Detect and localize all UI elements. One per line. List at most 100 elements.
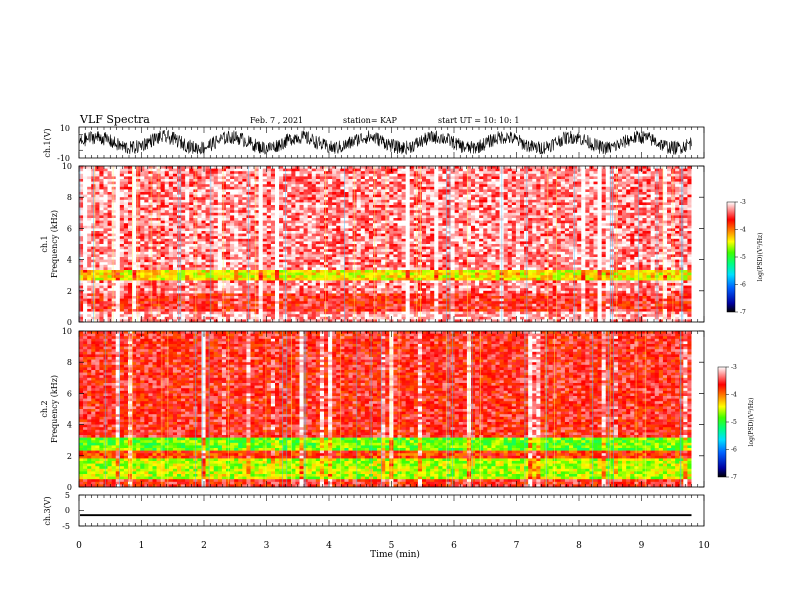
spectrogram-cell — [218, 223, 222, 226]
spectrogram-cell — [242, 270, 246, 273]
spectrogram-cell — [361, 213, 365, 216]
spectrogram-cell — [230, 309, 234, 312]
spectrogram-cell — [197, 189, 201, 192]
spectrogram-cell — [124, 257, 128, 260]
spectrogram-cell — [324, 166, 328, 169]
spectrogram-cell — [108, 273, 112, 276]
spectrogram-cell — [300, 312, 304, 315]
spectrogram-cell — [373, 176, 377, 179]
spectrogram-cell — [161, 265, 165, 268]
spectrogram-cell — [218, 182, 222, 185]
spectrogram-cell — [361, 275, 365, 278]
spectrogram-cell — [328, 189, 332, 192]
spectrogram-cell — [304, 288, 308, 291]
spectrogram-cell — [263, 184, 267, 187]
spectrogram-cell — [267, 291, 271, 294]
spectrogram-cell — [357, 205, 361, 208]
spectrogram-cell — [202, 293, 206, 296]
spectrogram-cell — [287, 244, 291, 247]
spectrogram-cell — [381, 197, 385, 200]
spectrogram-cell — [173, 278, 177, 281]
spectrogram-cell — [226, 239, 230, 242]
spectrogram-cell — [308, 210, 312, 213]
spectrogram-cell — [104, 247, 108, 250]
spectrogram-cell — [365, 270, 369, 273]
spectrogram-cell — [324, 221, 328, 224]
spectrogram-cell — [112, 291, 116, 294]
spectrogram-cell — [99, 247, 103, 250]
spectrogram-cell — [414, 179, 418, 182]
spectrogram-cell — [238, 166, 242, 169]
spectrogram-cell — [349, 265, 353, 268]
spectrogram-cell — [287, 174, 291, 177]
spectrogram-cell — [324, 169, 328, 172]
spectrogram-cell — [279, 169, 283, 172]
spectrogram-cell — [332, 239, 336, 242]
spectrogram-cell — [308, 262, 312, 265]
spectrogram-cell — [275, 278, 279, 281]
spectrogram-cell — [189, 286, 193, 289]
spectrogram-cell — [234, 184, 238, 187]
spectrogram-cell — [377, 231, 381, 234]
spectrogram-cell — [87, 195, 91, 198]
spectrogram-cell — [108, 309, 112, 312]
spectrogram-cell — [328, 244, 332, 247]
spectrogram-cell — [353, 267, 357, 270]
start-ut-label: start UT = 10: 10: 1 — [438, 116, 519, 125]
spectrogram-cell — [99, 218, 103, 221]
spectrogram-cell — [349, 236, 353, 239]
spectrogram-cell — [328, 184, 332, 187]
spectrogram-cell — [259, 317, 263, 320]
spectrogram-cell — [169, 306, 173, 309]
spectrogram-cell — [304, 205, 308, 208]
spectrogram-cell — [210, 241, 214, 244]
spectrogram-cell — [104, 179, 108, 182]
spectrogram-cell — [124, 309, 128, 312]
spectrogram-cell — [304, 293, 308, 296]
spectrogram-cell — [169, 267, 173, 270]
spectrogram-cell — [104, 226, 108, 229]
spectrogram-cell — [414, 234, 418, 237]
spectrogram-cell — [83, 241, 87, 244]
spectrogram-cell — [140, 236, 144, 239]
spectrogram-cell — [218, 283, 222, 286]
spectrogram-cell — [87, 299, 91, 302]
spectrogram-cell — [238, 215, 242, 218]
spectrogram-cell — [108, 197, 112, 200]
spectrogram-cell — [287, 166, 291, 169]
spectrogram-cell — [308, 306, 312, 309]
spectrogram-cell — [169, 244, 173, 247]
spectrogram-cell — [414, 215, 418, 218]
spectrogram-cell — [308, 187, 312, 190]
spectrogram-cell — [365, 189, 369, 192]
spectrogram-cell — [112, 236, 116, 239]
spectrogram-cell — [226, 171, 230, 174]
spectrogram-cell — [263, 254, 267, 257]
spectrogram-cell — [83, 262, 87, 265]
spectrogram-cell — [373, 257, 377, 260]
spectrogram-cell — [87, 236, 91, 239]
spectrogram-cell — [185, 241, 189, 244]
spectrogram-cell — [340, 293, 344, 296]
spectrogram-cell — [377, 286, 381, 289]
spectrogram-cell — [349, 306, 353, 309]
spectrogram-cell — [287, 189, 291, 192]
spectrogram-cell — [234, 218, 238, 221]
spectrogram-cell — [320, 278, 324, 281]
spectrogram-cell — [148, 244, 152, 247]
spectrogram-cell — [300, 166, 304, 169]
spectrogram-cell — [83, 171, 87, 174]
spectrogram-cell — [128, 189, 132, 192]
spectrogram-cell — [226, 267, 230, 270]
spectrogram-cell — [336, 299, 340, 302]
spectrogram-cell — [287, 301, 291, 304]
spectrogram-cell — [153, 197, 157, 200]
spectrogram-cell — [275, 249, 279, 252]
spectrogram-cell — [165, 262, 169, 265]
spectrogram-cell — [173, 244, 177, 247]
spectrogram-cell — [402, 291, 406, 294]
spectrogram-cell — [230, 174, 234, 177]
spectrogram-cell — [148, 189, 152, 192]
spectrogram-cell — [267, 221, 271, 224]
spectrogram-cell — [402, 247, 406, 250]
